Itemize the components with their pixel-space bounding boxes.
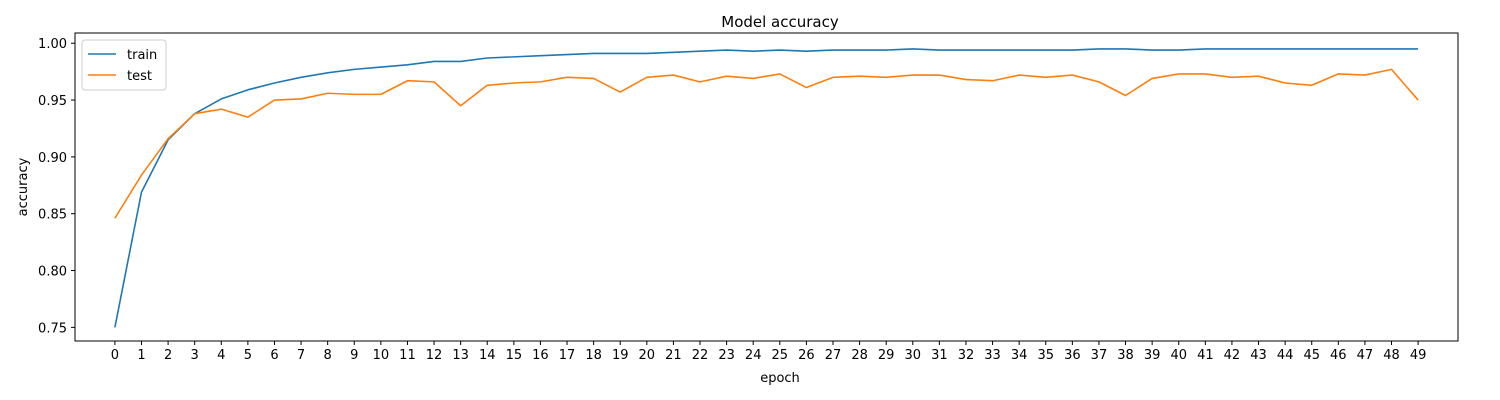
x-tick-label: 31: [931, 348, 948, 363]
x-tick-label: 16: [532, 348, 549, 363]
series-layer: [114, 48, 1419, 328]
x-tick-label: 42: [1224, 348, 1241, 363]
x-tick-label: 34: [1011, 348, 1028, 363]
x-tick-label: 23: [718, 348, 735, 363]
x-tick-label: 21: [665, 348, 682, 363]
x-axis: 0 1 2 3 4 5 6 7 8 9 10 11 12 13 14 15 16 17 18 19 20 21 22 23 24…: [111, 341, 1427, 363]
x-tick-label: 33: [984, 348, 1001, 363]
x-tick-label: 5: [244, 348, 252, 363]
x-tick-label: 37: [1091, 348, 1108, 363]
x-tick-label: 3: [191, 348, 199, 363]
x-tick-label: 14: [479, 348, 496, 363]
x-tick-label: 26: [798, 348, 815, 363]
x-tick-label: 47: [1357, 348, 1374, 363]
x-tick-label: 10: [373, 348, 390, 363]
x-tick-label: 38: [1117, 348, 1134, 363]
y-tick-label: 0.85: [38, 208, 67, 223]
plot-area-frame: [74, 32, 1459, 342]
x-tick-label: 32: [958, 348, 975, 363]
x-tick-label: 39: [1144, 348, 1161, 363]
x-tick-label: 29: [878, 348, 895, 363]
x-tick-label: 43: [1250, 348, 1267, 363]
x-tick-label: 48: [1383, 348, 1400, 363]
x-tick-label: 25: [772, 348, 789, 363]
y-axis: 0.75 0.80 0.85 0.90 0.95 1.00: [38, 37, 75, 336]
x-tick-label: 19: [612, 348, 629, 363]
x-tick-label: 8: [324, 348, 332, 363]
x-tick-label: 46: [1330, 348, 1347, 363]
x-tick-label: 28: [851, 348, 868, 363]
x-tick-label: 49: [1410, 348, 1427, 363]
x-tick-label: 27: [825, 348, 842, 363]
x-tick-label: 11: [399, 348, 416, 363]
legend-box: [81, 39, 167, 91]
x-tick-label: 1: [137, 348, 145, 363]
x-tick-label: 6: [270, 348, 278, 363]
x-tick-label: 30: [905, 348, 922, 363]
y-tick-label: 0.80: [38, 265, 67, 280]
series-line-train: [114, 48, 1419, 328]
x-axis-label: epoch: [760, 371, 800, 386]
legend: train test: [81, 39, 167, 91]
x-tick-label: 9: [350, 348, 358, 363]
x-tick-label: 12: [426, 348, 443, 363]
x-tick-label: 35: [1037, 348, 1054, 363]
x-tick-label: 15: [506, 348, 523, 363]
x-tick-label: 17: [559, 348, 576, 363]
y-axis-label: accuracy: [16, 157, 31, 216]
x-tick-label: 4: [217, 348, 225, 363]
x-tick-label: 22: [692, 348, 709, 363]
x-tick-label: 44: [1277, 348, 1294, 363]
y-tick-label: 0.90: [38, 151, 67, 166]
chart-title: Model accuracy: [721, 13, 839, 31]
legend-label-test: test: [127, 69, 152, 84]
x-tick-label: 41: [1197, 348, 1214, 363]
y-tick-label: 0.95: [38, 94, 67, 109]
x-tick-label: 36: [1064, 348, 1081, 363]
x-tick-label: 18: [585, 348, 602, 363]
series-line-test: [114, 68, 1419, 219]
y-tick-label: 1.00: [38, 37, 67, 52]
x-tick-label: 0: [111, 348, 119, 363]
x-tick-label: 24: [745, 348, 762, 363]
x-tick-label: 40: [1170, 348, 1187, 363]
x-tick-label: 13: [452, 348, 469, 363]
legend-label-train: train: [127, 48, 157, 63]
x-tick-label: 7: [297, 348, 305, 363]
x-tick-label: 45: [1303, 348, 1320, 363]
y-tick-label: 0.75: [38, 321, 67, 336]
x-tick-label: 2: [164, 348, 172, 363]
x-tick-label: 20: [639, 348, 656, 363]
